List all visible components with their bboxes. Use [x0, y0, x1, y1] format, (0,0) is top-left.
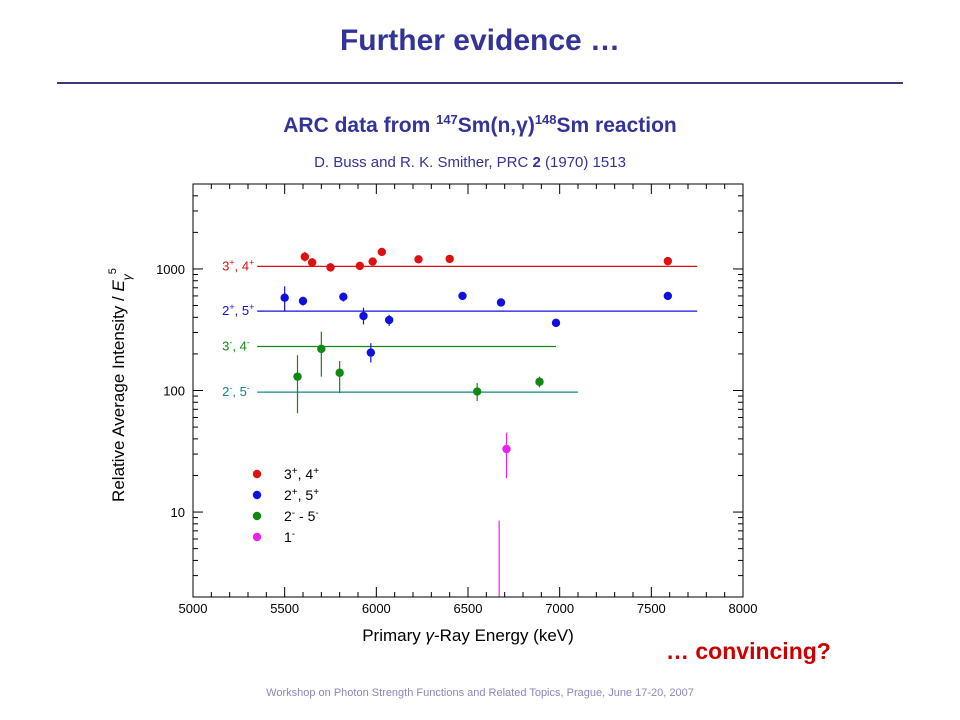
data-point — [445, 254, 454, 264]
data-point — [326, 263, 335, 272]
data-point — [535, 377, 544, 386]
data-point — [384, 315, 394, 325]
citation: D. Buss and R. K. Smither, PRC 2 (1970) … — [0, 154, 940, 171]
footer-text: Workshop on Photon Strength Functions an… — [266, 687, 694, 699]
x-axis-label: Primary γ-Ray Energy (keV) — [362, 626, 574, 645]
chart-title-target: Sm(n, — [457, 114, 517, 137]
x-tick-label: 8000 — [729, 601, 758, 616]
x-tick-label: 6000 — [362, 601, 391, 616]
chart-title: ARC data from 147Sm(n,γ)148Sm reaction — [0, 112, 960, 138]
legend-label: 1- — [284, 529, 295, 546]
data-point — [293, 372, 302, 381]
data-point — [335, 368, 344, 377]
y-tick-labels: 10 100 1000 — [156, 262, 185, 520]
plot-frame — [192, 183, 744, 598]
citation-authors: D. Buss and R. K. Smither, PRC — [314, 154, 533, 171]
chart-title-prefix: ARC data from — [283, 114, 437, 137]
axis-ticks — [192, 183, 744, 598]
chart-title-product: Sm reaction — [556, 114, 677, 137]
legend-marker — [252, 532, 262, 542]
chart-title-product-mass: 148 — [534, 112, 557, 127]
data-point — [663, 256, 673, 266]
x-tick-label: 5500 — [270, 601, 299, 616]
data-point — [472, 387, 482, 396]
data-point — [355, 261, 365, 271]
data-point — [458, 291, 467, 301]
level-label: 2+, 5+ — [222, 302, 254, 318]
data-point — [307, 258, 317, 267]
data-point — [502, 444, 511, 454]
data-point — [366, 348, 376, 357]
data-points — [280, 247, 673, 454]
legend-marker — [252, 469, 262, 479]
data-point — [496, 298, 506, 307]
x-tick-label: 6500 — [454, 601, 483, 616]
citation-volume: 2 — [532, 154, 541, 171]
citation-year-pages: (1970) 1513 — [540, 154, 626, 171]
x-tick-label: 5000 — [179, 601, 208, 616]
y-tick-label: 1000 — [156, 262, 185, 277]
x-tick-labels: 5000 5500 6000 6500 7000 7500 8000 — [179, 601, 758, 616]
y-axis-label: Relative Average Intensity / Eγ5 — [107, 268, 134, 502]
y-axis-label-text: Relative Average Intensity / Eγ5 — [107, 268, 134, 502]
data-point — [414, 255, 423, 264]
legend-label: 3+, 4+ — [284, 466, 319, 483]
legend-label: 2- - 5- — [284, 508, 319, 525]
data-point — [368, 257, 377, 266]
data-point — [317, 344, 326, 354]
level-labels: 3+, 4+ 2+, 5+ 3-, 4- 2-, 5- — [222, 257, 254, 399]
legend-marker — [252, 490, 262, 500]
y-tick-label: 100 — [163, 384, 185, 399]
chart-title-target-mass: 147 — [436, 112, 458, 127]
data-point — [300, 252, 310, 261]
y-tick-label: 10 — [171, 505, 185, 520]
level-lines — [257, 265, 698, 393]
legend-marker — [252, 511, 262, 521]
x-tick-label: 7000 — [545, 601, 574, 616]
level-label: 3+, 4+ — [222, 257, 254, 273]
level-label: 3-, 4- — [222, 338, 250, 354]
data-point — [663, 291, 673, 301]
data-point — [377, 247, 387, 257]
data-point — [339, 292, 348, 302]
chart-title-close: ) — [527, 114, 535, 137]
legend: 3+, 4+ 2+, 5+ 2- - 5- 1- — [252, 466, 319, 546]
legend-label: 2+, 5+ — [284, 487, 319, 504]
data-point — [298, 296, 308, 306]
data-point — [551, 318, 561, 328]
data-point — [280, 293, 289, 302]
level-label: 2-, 5- — [222, 383, 250, 399]
title-divider — [57, 82, 903, 84]
data-point — [359, 311, 368, 321]
slide-title: Further evidence … — [339, 24, 621, 57]
chart-title-gamma: γ — [516, 114, 528, 137]
convincing-caption: … convincing? — [666, 638, 831, 664]
x-tick-label: 7500 — [637, 601, 666, 616]
